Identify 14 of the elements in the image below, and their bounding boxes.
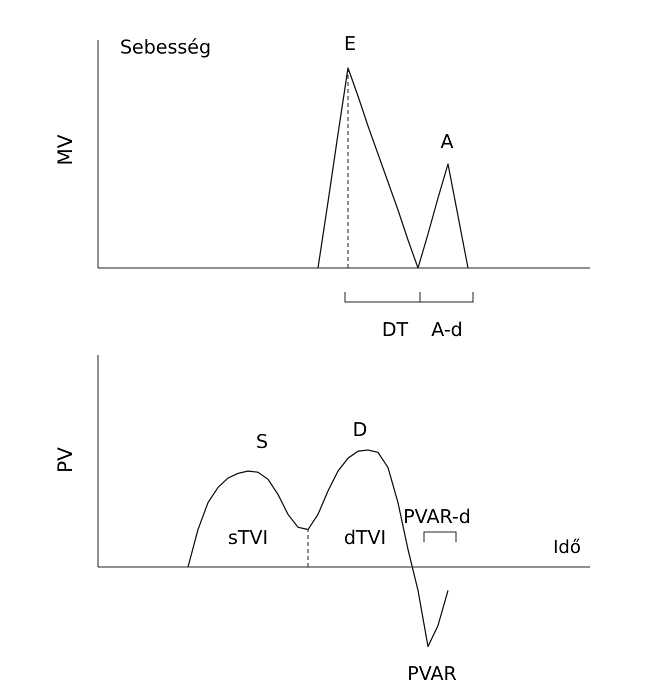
chart-title: Sebesség [120, 36, 212, 59]
text: PVAR [407, 663, 457, 685]
y-axis-title: PV [53, 446, 77, 473]
x-axis-title: Idő [553, 537, 581, 558]
text: E [344, 33, 356, 55]
annotation: A [440, 131, 454, 153]
text: A-d [431, 319, 463, 341]
annotation: PVAR-d [403, 506, 471, 528]
annotation: S [256, 431, 268, 453]
text: DT [382, 319, 409, 341]
y-axis-title: MV [53, 134, 77, 166]
text: D [352, 419, 368, 441]
annotation: dTVI [344, 527, 386, 549]
annotation: sTVI [228, 527, 268, 549]
